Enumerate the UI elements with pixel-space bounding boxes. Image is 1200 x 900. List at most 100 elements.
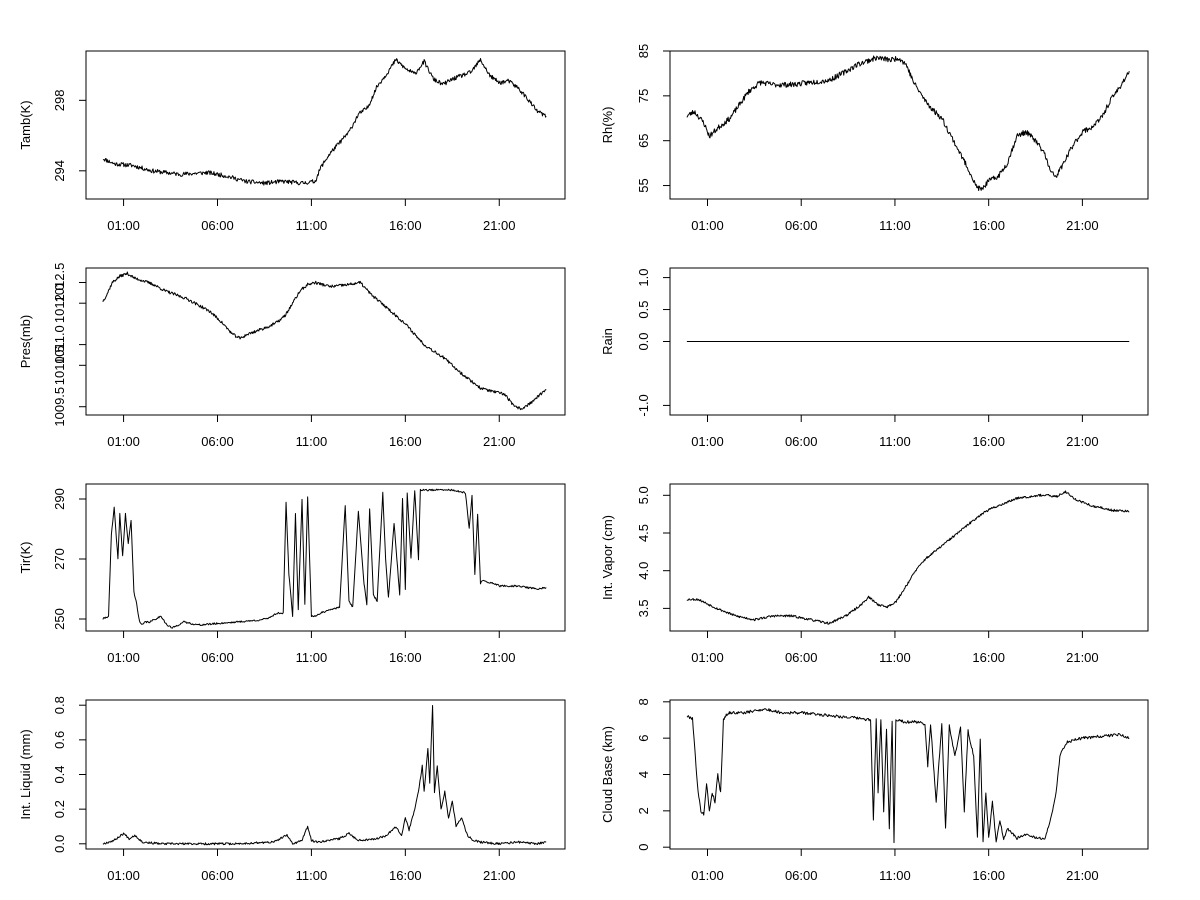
y-tick-label-intliquid: 0.6 xyxy=(52,731,67,749)
x-tick-label-cloudbase: 01:00 xyxy=(691,868,724,883)
x-tick-label-rh: 06:00 xyxy=(785,218,818,233)
panel-intliquid: 0.0 0.2 0.4 0.6 0.8 01:00 06:00 11:00 16:00 21:00… xyxy=(18,696,566,883)
series-line-cloudbase xyxy=(686,708,1130,844)
y-tick-label-pres: 1011.0 xyxy=(52,325,67,364)
x-tick-label-intliquid: 01:00 xyxy=(107,868,140,883)
plot-frame-tamb xyxy=(85,50,566,200)
x-tick-label-tir: 21:00 xyxy=(483,650,516,665)
y-tick-label-rh: 55 xyxy=(636,178,651,192)
panel-rh: 55 65 75 85 01:00 06:00 11:00 16:00 21:00 Rh(%) xyxy=(600,44,1149,233)
x-tick-label-rh: 11:00 xyxy=(879,218,911,233)
x-tick-label-pres: 21:00 xyxy=(483,434,516,449)
panel-intvapor: 3.5 4.0 4.5 5.0 01:00 06:00 11:00 16:00 21:00 Int… xyxy=(600,483,1149,665)
y-tick-label-intliquid: 0.0 xyxy=(52,835,67,853)
x-tick-label-rh: 21:00 xyxy=(1066,218,1099,233)
y-tick-label-tamb: 294 xyxy=(52,160,67,182)
x-tick-label-rain: 01:00 xyxy=(691,434,724,449)
y-tick-label-cloudbase: 0 xyxy=(636,844,651,851)
y-tick-label-tamb: 298 xyxy=(52,89,67,111)
y-tick-label-intvapor: 4.0 xyxy=(636,562,651,580)
x-tick-label-tamb: 21:00 xyxy=(483,218,516,233)
x-tick-label-intvapor: 11:00 xyxy=(879,650,911,665)
x-tick-label-pres: 06:00 xyxy=(201,434,234,449)
y-tick-label-cloudbase: 4 xyxy=(636,771,651,778)
y-tick-label-pres: 1012.0 xyxy=(52,283,67,323)
y-tick-label-tir: 270 xyxy=(52,548,67,570)
y-axis-label-cloudbase: Cloud Base (km) xyxy=(600,726,615,823)
x-tick-label-rain: 16:00 xyxy=(972,434,1005,449)
y-axis-label-intliquid: Int. Liquid (mm) xyxy=(18,729,33,819)
y-tick-label-intliquid: 0.2 xyxy=(52,800,67,818)
x-tick-label-intvapor: 16:00 xyxy=(972,650,1005,665)
y-tick-label-intvapor: 5.0 xyxy=(636,486,651,504)
panel-tir: 250 270 290 01:00 06:00 11:00 16:00 21:00 Tir(K) xyxy=(18,483,566,665)
y-tick-label-tir: 250 xyxy=(52,608,67,630)
y-tick-label-rh: 75 xyxy=(636,89,651,103)
x-tick-label-tir: 16:00 xyxy=(389,650,422,665)
y-tick-label-pres: 1012.5 xyxy=(52,263,67,303)
x-tick-label-pres: 16:00 xyxy=(389,434,422,449)
panel-rain: -1.0 0.0 0.5 1.0 01:00 06:00 11:00 16:00 21:00 Ra… xyxy=(600,267,1149,449)
series-line-intvapor xyxy=(686,490,1130,625)
x-tick-label-intvapor: 06:00 xyxy=(785,650,818,665)
x-tick-label-intvapor: 21:00 xyxy=(1066,650,1099,665)
panel-cloudbase: 0 2 4 6 8 01:00 06:00 11:00 16:00 21:00 Cloud Base… xyxy=(600,698,1149,883)
y-axis-label-tamb: Tamb(K) xyxy=(18,100,33,149)
x-tick-label-rain: 21:00 xyxy=(1066,434,1099,449)
x-tick-label-intliquid: 11:00 xyxy=(296,868,328,883)
x-tick-label-rain: 11:00 xyxy=(879,434,911,449)
plot-frame-pres xyxy=(85,267,566,416)
y-tick-label-rh: 85 xyxy=(636,44,651,58)
plot-frame-intvapor xyxy=(669,483,1149,632)
x-tick-label-tamb: 06:00 xyxy=(201,218,234,233)
x-tick-label-cloudbase: 21:00 xyxy=(1066,868,1099,883)
y-axis-label-intvapor: Int. Vapor (cm) xyxy=(600,515,615,600)
x-tick-label-pres: 01:00 xyxy=(107,434,140,449)
y-axis-label-rain: Rain xyxy=(600,328,615,355)
y-tick-label-rain: 0.0 xyxy=(636,332,651,350)
x-tick-label-tamb: 16:00 xyxy=(389,218,422,233)
x-tick-label-tir: 11:00 xyxy=(296,650,328,665)
y-tick-label-intliquid: 0.4 xyxy=(52,765,67,783)
y-tick-label-cloudbase: 8 xyxy=(636,698,651,705)
y-tick-label-intvapor: 4.5 xyxy=(636,524,651,542)
x-tick-label-rain: 06:00 xyxy=(785,434,818,449)
y-tick-label-pres: 1010.5 xyxy=(52,345,67,385)
y-tick-label-rain: -1.0 xyxy=(636,394,651,416)
x-tick-label-cloudbase: 16:00 xyxy=(972,868,1005,883)
y-axis-label-tir: Tir(K) xyxy=(18,541,33,573)
x-tick-label-pres: 11:00 xyxy=(296,434,328,449)
x-tick-label-rh: 16:00 xyxy=(972,218,1005,233)
x-tick-label-intliquid: 21:00 xyxy=(483,868,516,883)
y-tick-label-rain: 0.5 xyxy=(636,301,651,319)
y-axis-label-rh: Rh(%) xyxy=(600,107,615,144)
plot-frame-tir xyxy=(85,483,566,632)
x-tick-label-intliquid: 06:00 xyxy=(201,868,234,883)
x-tick-label-tir: 01:00 xyxy=(107,650,140,665)
y-tick-label-tir: 290 xyxy=(52,488,67,510)
panel-tamb: 294 298 01:00 06:00 11:00 16:00 21:00 Tamb(K) xyxy=(18,50,566,233)
x-tick-label-tir: 06:00 xyxy=(201,650,234,665)
y-tick-label-intliquid: 0.8 xyxy=(52,696,67,714)
y-tick-label-pres: 1009.5 xyxy=(52,387,67,427)
series-line-rh xyxy=(686,55,1130,192)
y-tick-label-intvapor: 3.5 xyxy=(636,599,651,617)
y-tick-label-cloudbase: 6 xyxy=(636,735,651,742)
x-tick-label-cloudbase: 06:00 xyxy=(785,868,818,883)
x-tick-label-cloudbase: 11:00 xyxy=(879,868,911,883)
x-tick-label-tamb: 01:00 xyxy=(107,218,140,233)
x-tick-label-tamb: 11:00 xyxy=(296,218,328,233)
y-tick-label-rh: 65 xyxy=(636,133,651,147)
series-line-tir xyxy=(102,488,547,629)
x-tick-label-intliquid: 16:00 xyxy=(389,868,422,883)
y-tick-label-cloudbase: 2 xyxy=(636,807,651,814)
series-line-pres xyxy=(102,271,547,411)
x-tick-label-intvapor: 01:00 xyxy=(691,650,724,665)
y-axis-label-pres: Pres(mb) xyxy=(18,315,33,368)
series-line-tamb xyxy=(102,57,547,186)
x-tick-label-rh: 01:00 xyxy=(691,218,724,233)
y-tick-label-rain: 1.0 xyxy=(636,269,651,287)
